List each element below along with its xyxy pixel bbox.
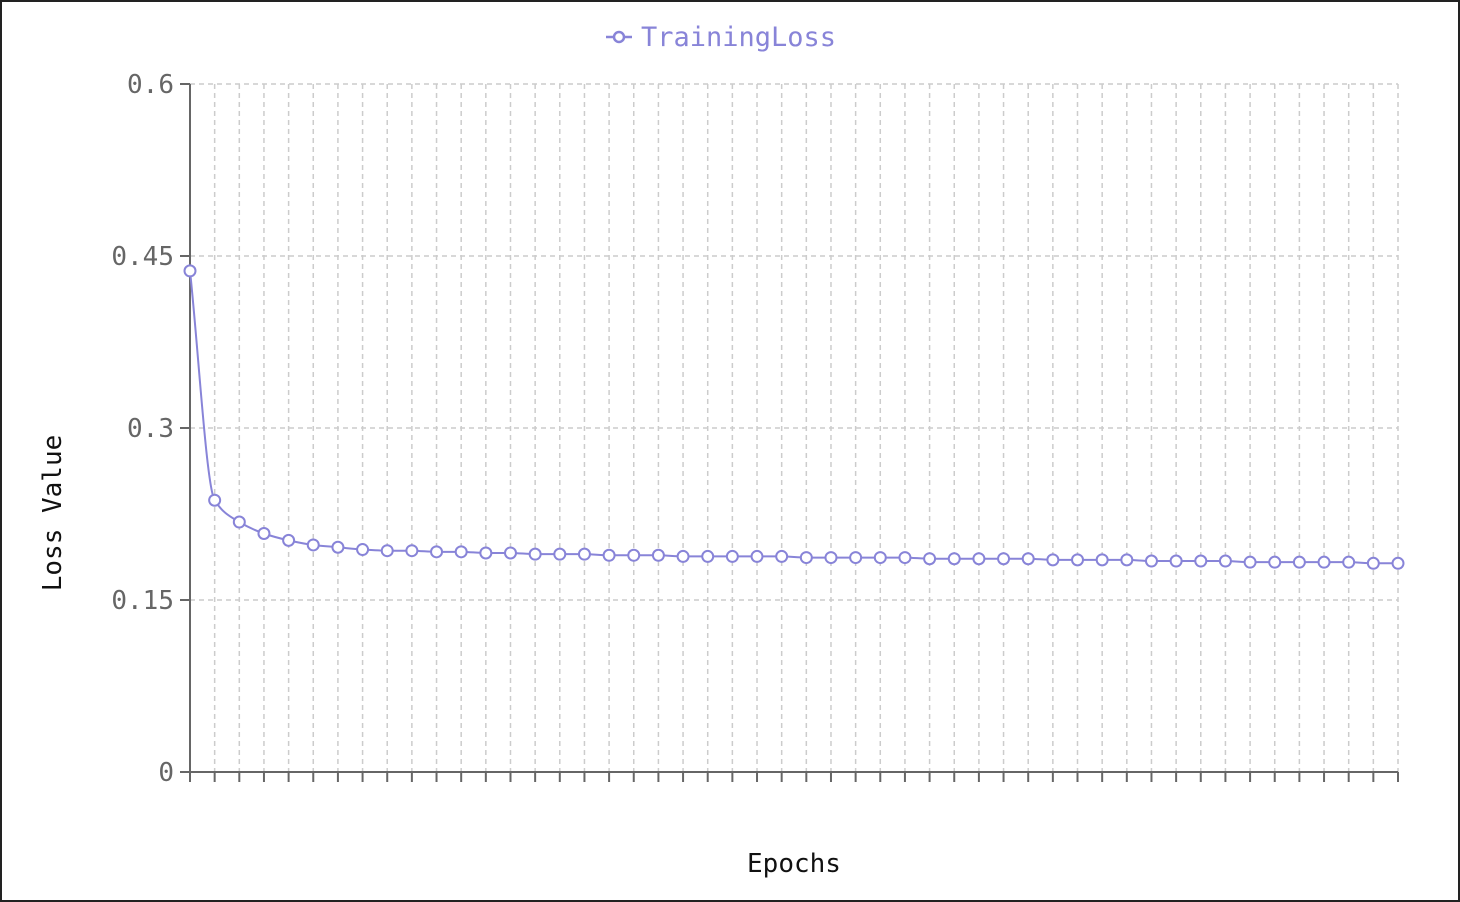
data-point[interactable] <box>824 551 838 565</box>
data-point[interactable] <box>1046 553 1060 567</box>
data-point[interactable] <box>947 552 961 566</box>
data-point[interactable] <box>405 544 419 558</box>
data-point[interactable] <box>1218 554 1232 568</box>
data-point[interactable] <box>430 545 444 559</box>
y-tick-label: 0.15 <box>111 586 174 616</box>
y-tick-label: 0 <box>158 758 174 788</box>
data-point[interactable] <box>873 551 887 565</box>
data-point[interactable] <box>356 543 370 557</box>
data-point[interactable] <box>577 547 591 561</box>
data-point[interactable] <box>553 547 567 561</box>
data-point[interactable] <box>602 548 616 562</box>
x-axis-ticks <box>189 772 1399 782</box>
data-point[interactable] <box>898 551 912 565</box>
y-axis-ticks: 0 0.15 0.3 0.45 0.6 <box>111 70 190 788</box>
data-point[interactable] <box>208 493 222 507</box>
data-point[interactable] <box>1194 554 1208 568</box>
data-point[interactable] <box>725 549 739 563</box>
y-axis-title: Loss Value <box>38 435 68 592</box>
data-point[interactable] <box>750 549 764 563</box>
data-point[interactable] <box>997 552 1011 566</box>
data-point[interactable] <box>1391 556 1405 570</box>
legend-label: TrainingLoss <box>641 22 836 53</box>
data-point[interactable] <box>849 551 863 565</box>
data-point[interactable] <box>1342 555 1356 569</box>
data-point[interactable] <box>503 546 517 560</box>
data-point[interactable] <box>183 264 197 278</box>
data-point[interactable] <box>1317 555 1331 569</box>
data-point[interactable] <box>972 552 986 566</box>
grid-lines <box>190 83 1399 772</box>
data-point[interactable] <box>528 547 542 561</box>
data-point[interactable] <box>282 533 296 547</box>
data-point[interactable] <box>1268 555 1282 569</box>
series-layer <box>183 264 1405 570</box>
data-point[interactable] <box>775 549 789 563</box>
data-point[interactable] <box>331 540 345 554</box>
series-line <box>189 270 1398 565</box>
legend-marker-icon <box>612 30 626 44</box>
data-point[interactable] <box>454 545 468 559</box>
data-point[interactable] <box>1120 553 1134 567</box>
data-point[interactable] <box>257 526 271 540</box>
data-point[interactable] <box>701 549 715 563</box>
data-point[interactable] <box>380 544 394 558</box>
data-point[interactable] <box>923 552 937 566</box>
data-point[interactable] <box>651 548 665 562</box>
data-point[interactable] <box>627 548 641 562</box>
data-point[interactable] <box>1071 553 1085 567</box>
y-tick-label: 0.6 <box>127 70 174 100</box>
data-point[interactable] <box>1169 554 1183 568</box>
data-point[interactable] <box>1021 552 1035 566</box>
data-point[interactable] <box>1243 555 1257 569</box>
y-tick-label: 0.45 <box>111 242 174 272</box>
y-tick-label: 0.3 <box>127 414 174 444</box>
data-point[interactable] <box>676 549 690 563</box>
data-point[interactable] <box>1095 553 1109 567</box>
data-point[interactable] <box>479 546 493 560</box>
legend[interactable]: TrainingLoss <box>606 22 836 53</box>
data-point[interactable] <box>306 538 320 552</box>
data-point[interactable] <box>232 515 246 529</box>
data-point[interactable] <box>1292 555 1306 569</box>
x-axis-title: Epochs <box>747 849 841 879</box>
data-point[interactable] <box>1366 556 1380 570</box>
data-point[interactable] <box>1144 554 1158 568</box>
data-point[interactable] <box>799 551 813 565</box>
